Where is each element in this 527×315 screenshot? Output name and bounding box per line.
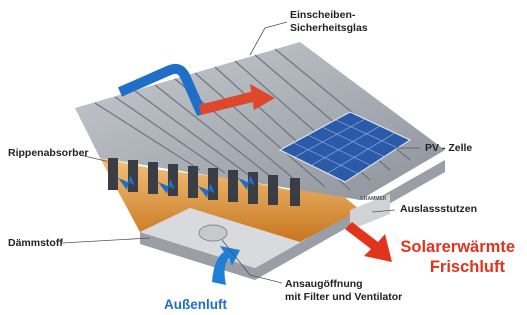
label: Einscheiben- (290, 9, 356, 21)
label: Auslassstutzen (400, 203, 477, 215)
logo: GRAMMER (360, 196, 387, 202)
label: mit Filter und Ventilator (285, 291, 402, 303)
label: Sicherheitsglas (290, 22, 368, 34)
label: Frischluft (430, 258, 506, 276)
collector: GRAMMER (75, 42, 445, 285)
label: Rippenabsorber (8, 147, 89, 159)
label: PV - Zelle (425, 142, 472, 154)
label: Solarerwärmte (400, 238, 515, 256)
label: Außenluft (164, 297, 227, 312)
page: GRAMMER Einscheiben- Sicherheitsglas PV … (0, 0, 527, 315)
label: Ansaugöffnung (285, 278, 363, 290)
label: Dämmstoff (8, 237, 63, 249)
diagram: GRAMMER Einscheiben- Sicherheitsglas PV … (0, 0, 527, 315)
